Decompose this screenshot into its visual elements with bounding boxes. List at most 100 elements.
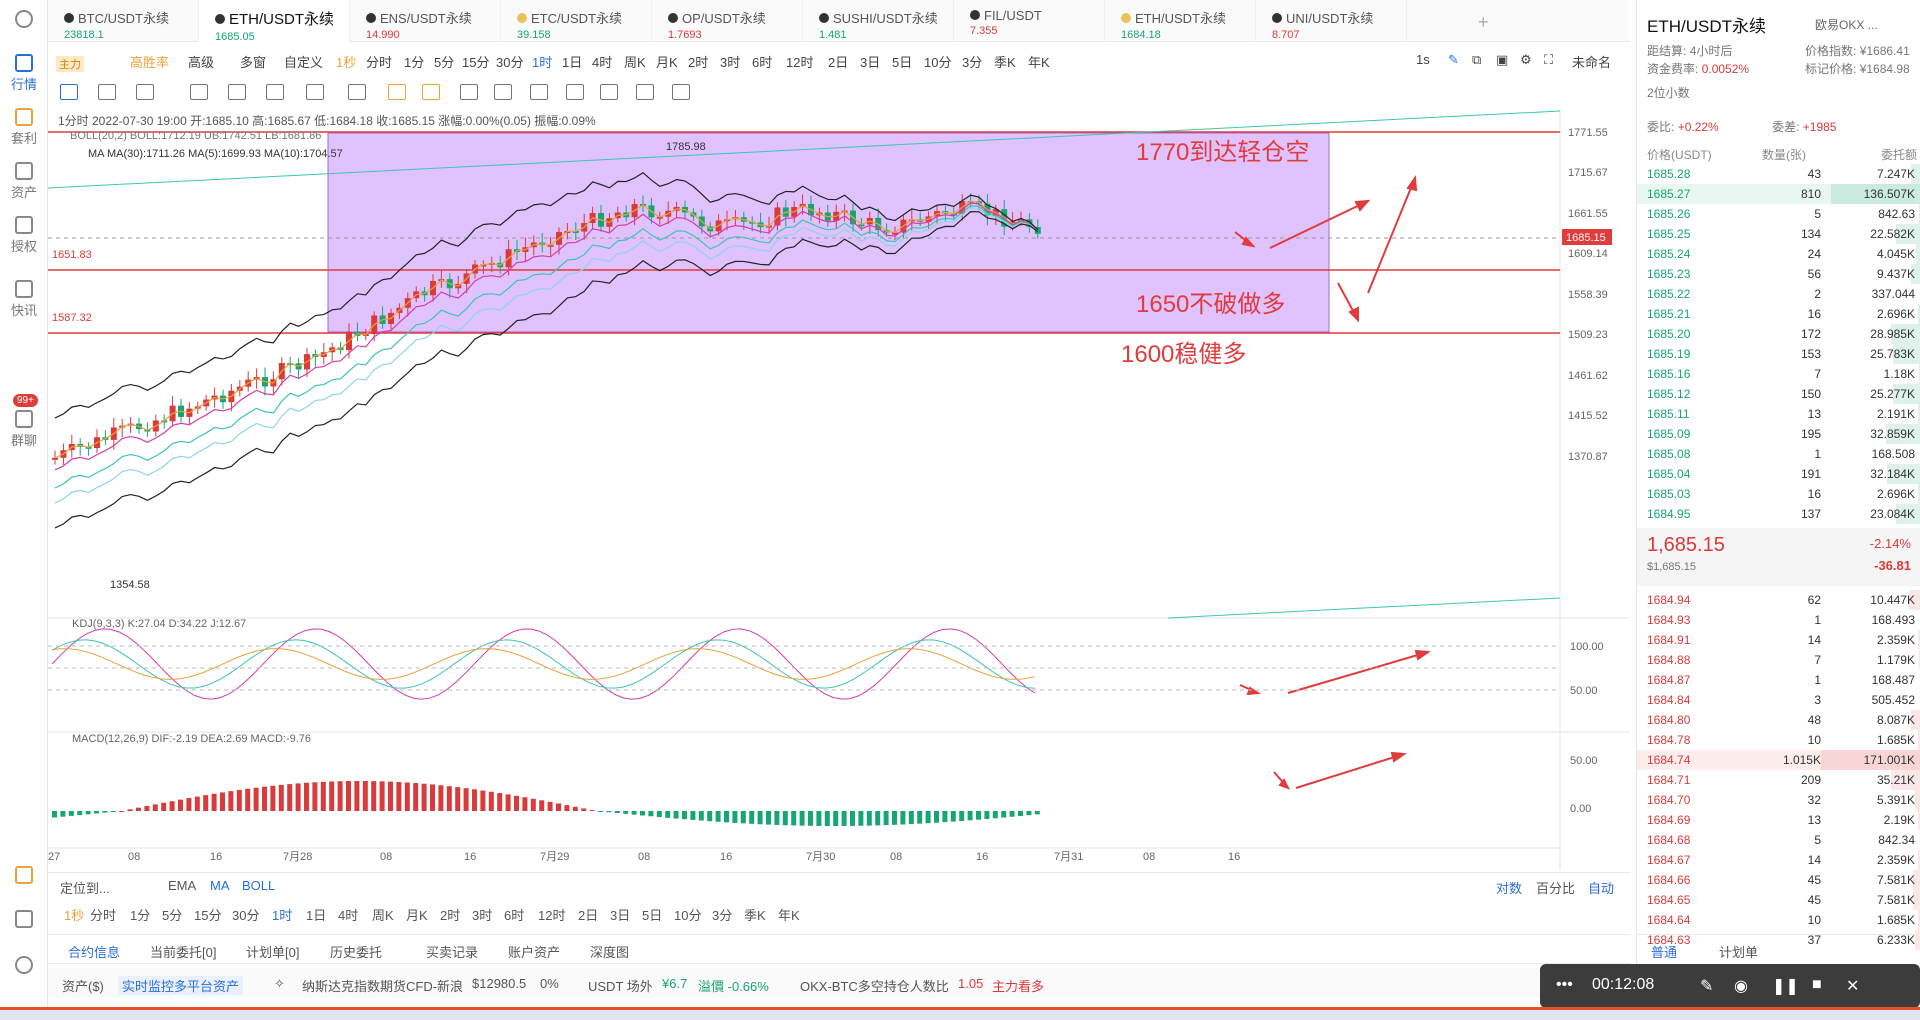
ask-row[interactable]: 1684.68 5 842.34 [1637, 830, 1920, 850]
interval-1h[interactable]: 1时 [272, 908, 293, 923]
interval-1d[interactable]: 1日 [562, 55, 583, 70]
monitor-button[interactable]: 实时监控多平台资产 [118, 976, 244, 995]
custom-dropdown[interactable]: 自定义 [284, 55, 324, 70]
tab-normal[interactable]: 普通 [1651, 945, 1678, 960]
bid-row[interactable]: 1685.20 172 28.985K [1637, 324, 1920, 344]
bid-row[interactable]: 1685.22 2 337.044 [1637, 284, 1920, 304]
pencil-icon[interactable]: ✎ [1448, 52, 1459, 67]
interval-month[interactable]: 月K [656, 55, 678, 70]
tab-uni[interactable]: UNI/USDT永续 8.707 [1256, 0, 1407, 42]
tab-eth-2[interactable]: ETH/USDT永续 1684.18 [1105, 0, 1256, 42]
trend-line-tool-icon[interactable] [136, 84, 154, 100]
interval-5m[interactable]: 5分 [434, 55, 455, 70]
tab-op[interactable]: OP/USDT永续 1.7693 [652, 0, 803, 42]
bid-row[interactable]: 1685.09 195 32.859K [1637, 424, 1920, 444]
screenshot-icon[interactable]: ⧉ [1472, 52, 1482, 67]
sidebar-item-news[interactable]: 快讯 [0, 280, 48, 319]
ask-row[interactable]: 1684.88 7 1.179K [1637, 650, 1920, 670]
tab-contract-info[interactable]: 合约信息 [68, 945, 121, 960]
bid-row[interactable]: 1685.19 153 25.783K [1637, 344, 1920, 364]
bid-row[interactable]: 1685.16 7 1.18K [1637, 364, 1920, 384]
bell-icon[interactable]: ✧ [274, 976, 285, 991]
add-tab-button[interactable]: + [1478, 12, 1489, 32]
tab-trades[interactable]: 买卖记录 [426, 945, 479, 960]
interval-year[interactable]: 年K [778, 908, 800, 923]
interval-timeshare[interactable]: 分时 [366, 55, 393, 70]
camera-icon[interactable]: ▣ [1496, 52, 1509, 67]
depth-dropdown[interactable]: 2位小数 [1647, 86, 1690, 100]
bid-row[interactable]: 1685.24 24 4.045K [1637, 244, 1920, 264]
tab-sushi[interactable]: SUSHI/USDT永续 1.481 [803, 0, 954, 42]
pattern-tool-icon[interactable] [422, 84, 440, 100]
auto-toggle[interactable]: 自动 [1588, 881, 1615, 896]
tab-plan-orders[interactable]: 计划单[0] [246, 945, 300, 960]
interval-3m[interactable]: 3分 [962, 55, 983, 70]
ask-row[interactable]: 1684.69 13 2.19K [1637, 810, 1920, 830]
news-ticker[interactable]: 纳斯达克指数期货CFD-新浪 [302, 979, 464, 994]
camera-icon[interactable]: ◉ [1734, 978, 1748, 995]
tab-account[interactable]: 账户资产 [508, 945, 561, 960]
interval-5d[interactable]: 5日 [892, 55, 913, 70]
interval-5d[interactable]: 5日 [642, 908, 663, 923]
interval-1m[interactable]: 1分 [130, 908, 151, 923]
edit-tool-icon[interactable] [636, 84, 654, 100]
interval-3d[interactable]: 3日 [860, 55, 881, 70]
interval-30m[interactable]: 30分 [232, 908, 260, 923]
log-scale-toggle[interactable]: 对数 [1496, 881, 1523, 896]
interval-30m[interactable]: 30分 [496, 55, 524, 70]
interval-1h-active[interactable]: 1时 [532, 55, 553, 70]
bid-row[interactable]: 1685.12 150 25.277K [1637, 384, 1920, 404]
interval-10m[interactable]: 10分 [674, 908, 702, 923]
bid-row[interactable]: 1685.23 56 9.437K [1637, 264, 1920, 284]
bid-row[interactable]: 1685.08 1 168.508 [1637, 444, 1920, 464]
close-icon[interactable]: ✕ [1846, 978, 1860, 995]
tab-etc[interactable]: ETC/USDT永续 39.158 [501, 0, 652, 42]
tab-btc[interactable]: BTC/USDT永续 23818.1 [48, 0, 199, 42]
interval-6h[interactable]: 6时 [752, 55, 773, 70]
interval-2h[interactable]: 2时 [688, 55, 709, 70]
interval-4h[interactable]: 4时 [338, 908, 359, 923]
sidebar-item-device[interactable] [0, 910, 48, 930]
link-tool-icon[interactable] [460, 84, 478, 100]
bid-row[interactable]: 1685.21 16 2.696K [1637, 304, 1920, 324]
hline-tool-icon[interactable] [228, 84, 246, 100]
measure-tool-icon[interactable] [306, 84, 324, 100]
boll-toggle[interactable]: BOLL [242, 878, 276, 893]
tab-eth-active[interactable]: ETH/USDT永续 1685.05 [199, 0, 350, 43]
interval-4h[interactable]: 4时 [592, 55, 613, 70]
tab-depth[interactable]: 深度图 [590, 945, 630, 960]
bid-row[interactable]: 1685.28 43 7.247K [1637, 164, 1920, 184]
lock-tool-icon[interactable] [566, 84, 584, 100]
ask-row[interactable]: 1684.71 209 35.21K [1637, 770, 1920, 790]
ask-row[interactable]: 1684.93 1 168.493 [1637, 610, 1920, 630]
multi-window-button[interactable]: 多窗 [240, 55, 267, 70]
interval-15m[interactable]: 15分 [462, 55, 490, 70]
bid-row[interactable]: 1685.11 13 2.191K [1637, 404, 1920, 424]
tab-plan[interactable]: 计划单 [1719, 945, 1759, 960]
interval-5m[interactable]: 5分 [162, 908, 183, 923]
brush-tool-icon[interactable] [494, 84, 512, 100]
winrate-button[interactable]: 高胜率 [130, 55, 170, 70]
sidebar-item-vip[interactable] [0, 866, 48, 886]
sidebar-item-auth[interactable]: 授权 [0, 216, 48, 255]
rectangle-tool-icon[interactable] [190, 84, 208, 100]
layout-name-dropdown[interactable]: 未命名 [1572, 55, 1612, 70]
interval-2h[interactable]: 2时 [440, 908, 461, 923]
copy-tool-icon[interactable] [600, 84, 618, 100]
kline-chart[interactable]: 1785.98 1354.58 1770到达轻仓空 1650不破做多 1600稳… [48, 108, 1630, 870]
interval-6h[interactable]: 6时 [504, 908, 525, 923]
advanced-button[interactable]: 高级 [188, 55, 215, 70]
bid-row[interactable]: 1685.25 134 22.582K [1637, 224, 1920, 244]
tab-open-orders[interactable]: 当前委托[0] [150, 945, 217, 960]
sidebar-item-arbitrage[interactable]: 套利 [0, 108, 48, 147]
ma-toggle[interactable]: MA [210, 878, 230, 893]
ask-row[interactable]: 1684.74 1.015K 171.001K [1637, 750, 1920, 770]
percent-toggle[interactable]: 百分比 [1536, 881, 1576, 896]
text-tool-icon[interactable] [348, 84, 366, 100]
pen-icon[interactable]: ✎ [1700, 978, 1714, 995]
ask-row[interactable]: 1684.80 48 8.087K [1637, 710, 1920, 730]
dotted-line-tool-icon[interactable] [98, 84, 116, 100]
ask-row[interactable]: 1684.91 14 2.359K [1637, 630, 1920, 650]
ask-row[interactable]: 1684.66 45 7.581K [1637, 870, 1920, 890]
interval-3m[interactable]: 3分 [712, 908, 733, 923]
